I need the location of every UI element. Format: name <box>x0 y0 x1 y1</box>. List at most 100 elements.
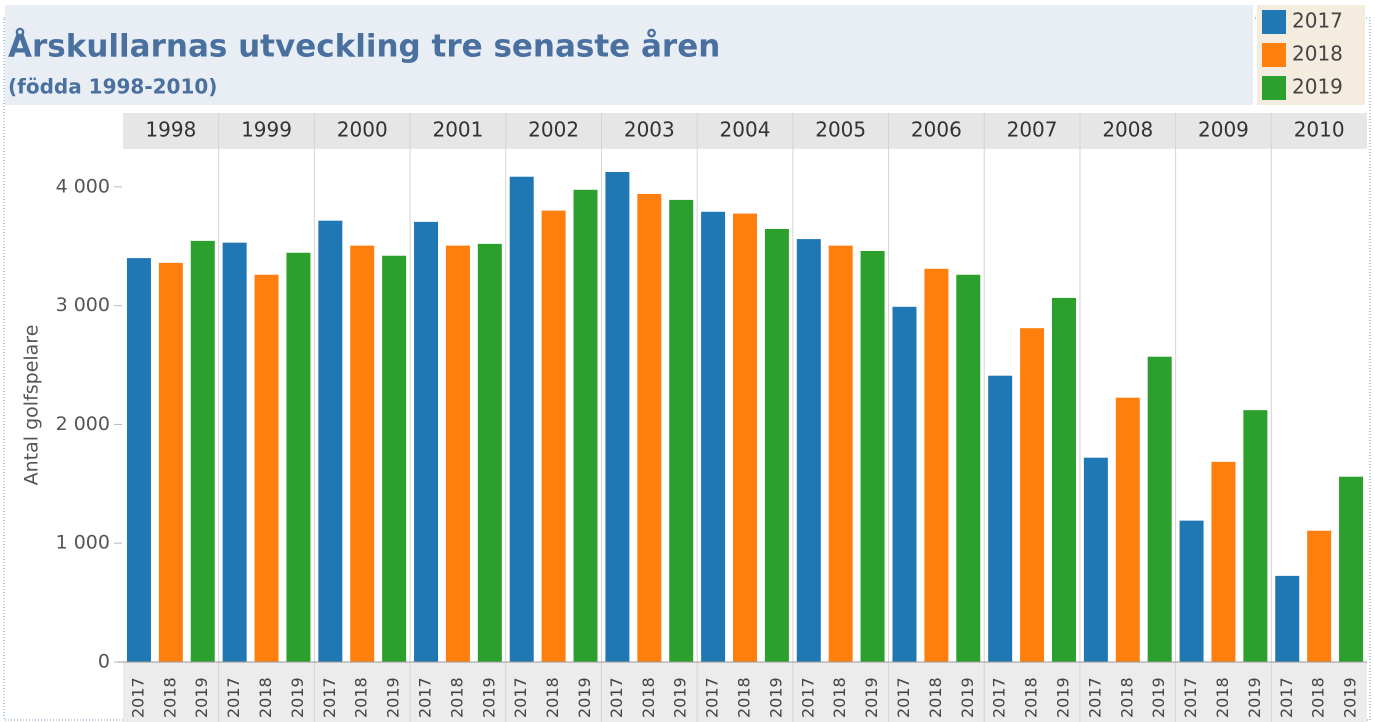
x-sub-label: 2017 <box>320 677 339 718</box>
bar <box>222 242 247 662</box>
bar <box>1275 575 1300 662</box>
x-sub-label: 2017 <box>798 677 817 718</box>
x-group-label: 1999 <box>241 118 292 142</box>
x-sub-label: 2019 <box>384 677 403 718</box>
legend-swatch <box>1262 43 1286 67</box>
chart-title: Årskullarnas utveckling tre senaste åren <box>8 28 720 65</box>
x-sub-label: 2017 <box>1181 677 1200 718</box>
bar <box>286 252 311 662</box>
bar <box>828 245 853 662</box>
x-sub-label: 2018 <box>639 677 658 718</box>
bar <box>1179 520 1204 662</box>
x-sub-label: 2017 <box>1277 677 1296 718</box>
bar <box>414 221 439 663</box>
legend-swatch <box>1262 76 1286 100</box>
chart-subtitle: (födda 1998-2010) <box>8 75 217 99</box>
bar <box>382 255 407 663</box>
bar <box>701 211 726 662</box>
bar <box>860 250 885 662</box>
x-group-label: 1998 <box>145 118 196 142</box>
x-sub-label: 2019 <box>1149 677 1168 718</box>
bar <box>509 176 534 663</box>
x-group-label: 2003 <box>624 118 675 142</box>
bar <box>1083 457 1108 662</box>
bar <box>573 189 598 662</box>
bar <box>190 240 215 663</box>
bar <box>1243 410 1268 662</box>
bar <box>1211 461 1236 662</box>
bar <box>541 210 566 662</box>
x-sub-label: 2019 <box>575 677 594 718</box>
x-sub-label: 2017 <box>607 677 626 718</box>
x-sub-label: 2018 <box>830 677 849 718</box>
bar <box>924 268 949 662</box>
x-sub-label: 2019 <box>288 677 307 718</box>
bar <box>445 245 470 662</box>
x-sub-label: 2017 <box>224 677 243 718</box>
legend-label: 2019 <box>1292 75 1343 99</box>
x-group-label: 2002 <box>528 118 579 142</box>
x-sub-label: 2018 <box>352 677 371 718</box>
bar <box>1307 530 1332 662</box>
bar <box>956 274 981 662</box>
y-tick-label: 1 000 <box>56 532 110 554</box>
x-group-label: 2004 <box>720 118 771 142</box>
x-group-label: 2009 <box>1198 118 1249 142</box>
x-group-label: 2000 <box>337 118 388 142</box>
bar <box>669 199 694 663</box>
bar <box>350 245 375 662</box>
x-sub-label: 2019 <box>958 677 977 718</box>
bar <box>477 243 502 662</box>
x-sub-label: 2019 <box>1245 677 1264 718</box>
x-sub-label: 2018 <box>447 677 466 718</box>
x-sub-label: 2017 <box>1085 677 1104 718</box>
x-sub-label: 2019 <box>1341 677 1360 718</box>
y-axis-label: Antal golfspelare <box>21 325 43 486</box>
x-group-label: 2006 <box>911 118 962 142</box>
y-tick-label: 0 <box>98 651 110 673</box>
bar <box>1115 397 1140 662</box>
x-sub-label: 2019 <box>192 677 211 718</box>
x-sub-label: 2018 <box>256 677 275 718</box>
x-sub-label: 2017 <box>416 677 435 718</box>
x-sub-label: 2018 <box>1213 677 1232 718</box>
x-group-label: 2007 <box>1007 118 1058 142</box>
bar <box>318 220 343 662</box>
title-band <box>5 5 1253 105</box>
y-tick-label: 3 000 <box>56 294 110 316</box>
x-sub-label: 2017 <box>894 677 913 718</box>
x-sub-label: 2018 <box>160 677 179 718</box>
bar <box>1147 356 1172 662</box>
y-tick-label: 2 000 <box>56 413 110 435</box>
header-band <box>123 113 1367 149</box>
bar <box>1051 297 1076 662</box>
bar <box>1020 328 1045 662</box>
x-group-label: 2005 <box>815 118 866 142</box>
legend-label: 2017 <box>1292 9 1343 33</box>
x-sub-label: 2019 <box>766 677 785 718</box>
x-label-band <box>123 662 1367 722</box>
x-sub-label: 2018 <box>543 677 562 718</box>
legend-swatch <box>1262 10 1286 34</box>
x-sub-label: 2019 <box>479 677 498 718</box>
x-sub-label: 2019 <box>1053 677 1072 718</box>
x-sub-label: 2017 <box>990 677 1009 718</box>
bar <box>988 375 1013 662</box>
x-sub-label: 2019 <box>671 677 690 718</box>
x-sub-label: 2017 <box>511 677 530 718</box>
bar <box>764 228 789 662</box>
x-group-label: 2001 <box>432 118 483 142</box>
x-sub-label: 2019 <box>862 677 881 718</box>
bar <box>637 193 662 662</box>
x-sub-label: 2018 <box>1117 677 1136 718</box>
x-sub-label: 2018 <box>1309 677 1328 718</box>
bar <box>605 171 630 662</box>
x-group-label: 2010 <box>1294 118 1345 142</box>
bar <box>158 262 183 662</box>
legend-label: 2018 <box>1292 42 1343 66</box>
bar <box>254 274 279 662</box>
bar <box>892 306 917 662</box>
x-sub-label: 2018 <box>926 677 945 718</box>
x-sub-label: 2018 <box>1022 677 1041 718</box>
bar <box>1339 476 1364 662</box>
